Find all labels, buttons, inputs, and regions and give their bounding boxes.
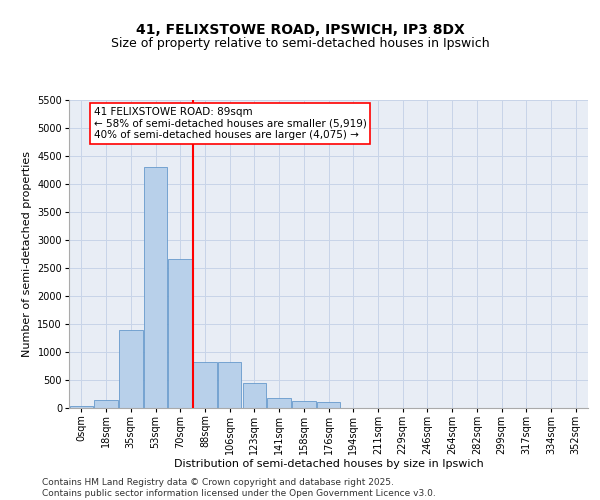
Text: 41, FELIXSTOWE ROAD, IPSWICH, IP3 8DX: 41, FELIXSTOWE ROAD, IPSWICH, IP3 8DX xyxy=(136,22,464,36)
Text: Size of property relative to semi-detached houses in Ipswich: Size of property relative to semi-detach… xyxy=(110,38,490,51)
Bar xyxy=(193,362,217,408)
Bar xyxy=(317,402,340,407)
Text: Contains HM Land Registry data © Crown copyright and database right 2025.
Contai: Contains HM Land Registry data © Crown c… xyxy=(42,478,436,498)
Y-axis label: Number of semi-detached properties: Number of semi-detached properties xyxy=(22,151,32,357)
Bar xyxy=(242,384,266,407)
Text: 41 FELIXSTOWE ROAD: 89sqm
← 58% of semi-detached houses are smaller (5,919)
40% : 41 FELIXSTOWE ROAD: 89sqm ← 58% of semi-… xyxy=(94,106,367,140)
Bar xyxy=(268,398,291,407)
Bar xyxy=(94,400,118,407)
X-axis label: Distribution of semi-detached houses by size in Ipswich: Distribution of semi-detached houses by … xyxy=(173,460,484,469)
Bar xyxy=(169,260,192,408)
Bar xyxy=(292,401,316,407)
Bar xyxy=(144,167,167,408)
Bar xyxy=(70,406,93,407)
Bar xyxy=(218,362,241,408)
Bar xyxy=(119,330,143,407)
